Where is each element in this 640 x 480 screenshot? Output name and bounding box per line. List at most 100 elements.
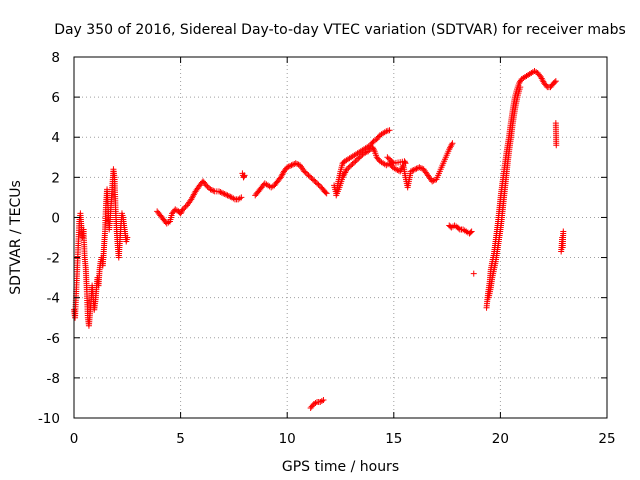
data-point [221,191,228,198]
data-point [370,146,377,153]
data-point [224,192,231,199]
data-points [71,68,567,411]
data-point [543,82,550,89]
y-tick-label: -6 [47,331,60,347]
data-point [552,78,559,85]
data-point [467,229,474,236]
plot-frame [73,56,608,419]
data-point [124,234,131,241]
data-point [455,225,462,232]
data-point [306,173,313,180]
data-point [223,191,230,198]
data-point [355,155,362,162]
data-point [288,162,295,169]
x-tick-label: 5 [176,431,185,447]
y-tick-label: 2 [51,170,60,186]
data-point [301,168,308,175]
x-tick-label: 15 [385,431,402,447]
data-point [308,175,315,182]
x-tick-label: 20 [492,431,509,447]
data-point [218,189,225,196]
x-tick-label: 25 [598,431,615,447]
data-point [284,164,291,171]
x-axis-title: GPS time / hours [282,459,399,475]
data-point [356,154,363,161]
data-point [343,166,350,173]
data-point [179,206,186,213]
chart-title: Day 350 of 2016, Sidereal Day-to-day VTE… [54,22,626,38]
data-point [360,150,367,157]
data-point [417,164,424,171]
data-point [402,160,409,167]
x-tick-label: 0 [70,431,79,447]
y-tick-label: 6 [51,90,60,106]
y-tick-label: -4 [47,291,60,307]
data-point [362,149,369,156]
data-point [323,190,330,197]
data-point [409,167,416,174]
data-point [430,177,437,184]
axis-ticks: 0 5 10 15 20 25 -10 -8 -6 -4 -2 0 2 4 6 8 [38,50,616,447]
data-point [208,187,215,194]
data-point [392,166,399,173]
y-tick-label: 8 [51,50,60,66]
data-point [314,180,321,187]
data-point [412,166,419,173]
data-point [349,160,356,167]
data-point [389,159,396,166]
data-point [289,161,296,168]
data-point [322,189,329,196]
data-point [177,210,184,217]
data-point [384,154,391,161]
y-tick-label: -8 [47,371,60,387]
data-point [365,148,372,155]
data-point [551,79,558,86]
data-point [401,159,408,166]
data-point [225,193,232,200]
data-point [215,188,222,195]
x-tick-label: 10 [279,431,296,447]
data-point [178,209,185,216]
data-point [304,170,311,177]
data-point [346,163,353,170]
data-point [181,205,188,212]
data-point [385,155,392,162]
data-point [553,142,560,149]
data-point [370,145,377,152]
data-point [220,190,227,197]
data-point [413,165,420,172]
data-point [285,163,292,170]
data-point [305,172,312,179]
data-point [348,162,355,169]
data-point [468,228,475,235]
y-axis-title: SDTVAR / TECUs [8,180,24,295]
data-point [470,270,477,277]
data-point [241,173,248,180]
data-point [227,193,234,200]
data-point [369,144,376,151]
y-tick-label: 4 [51,130,60,146]
y-tick-label: 0 [51,210,60,226]
data-point [238,194,245,201]
data-point [351,159,358,166]
data-point [312,179,319,186]
data-point [207,186,214,193]
data-point [358,152,365,159]
data-point [345,164,352,171]
data-point [315,181,322,188]
grid-lines [74,57,607,418]
data-point [294,160,301,167]
data-point [353,156,360,163]
data-point [449,140,456,147]
data-point [210,187,217,194]
data-point [309,176,316,183]
data-point [204,183,211,190]
data-point [416,164,423,171]
data-point [352,158,359,165]
data-point [560,228,567,235]
data-point [517,84,524,91]
data-point [410,166,417,173]
data-point [287,162,294,169]
